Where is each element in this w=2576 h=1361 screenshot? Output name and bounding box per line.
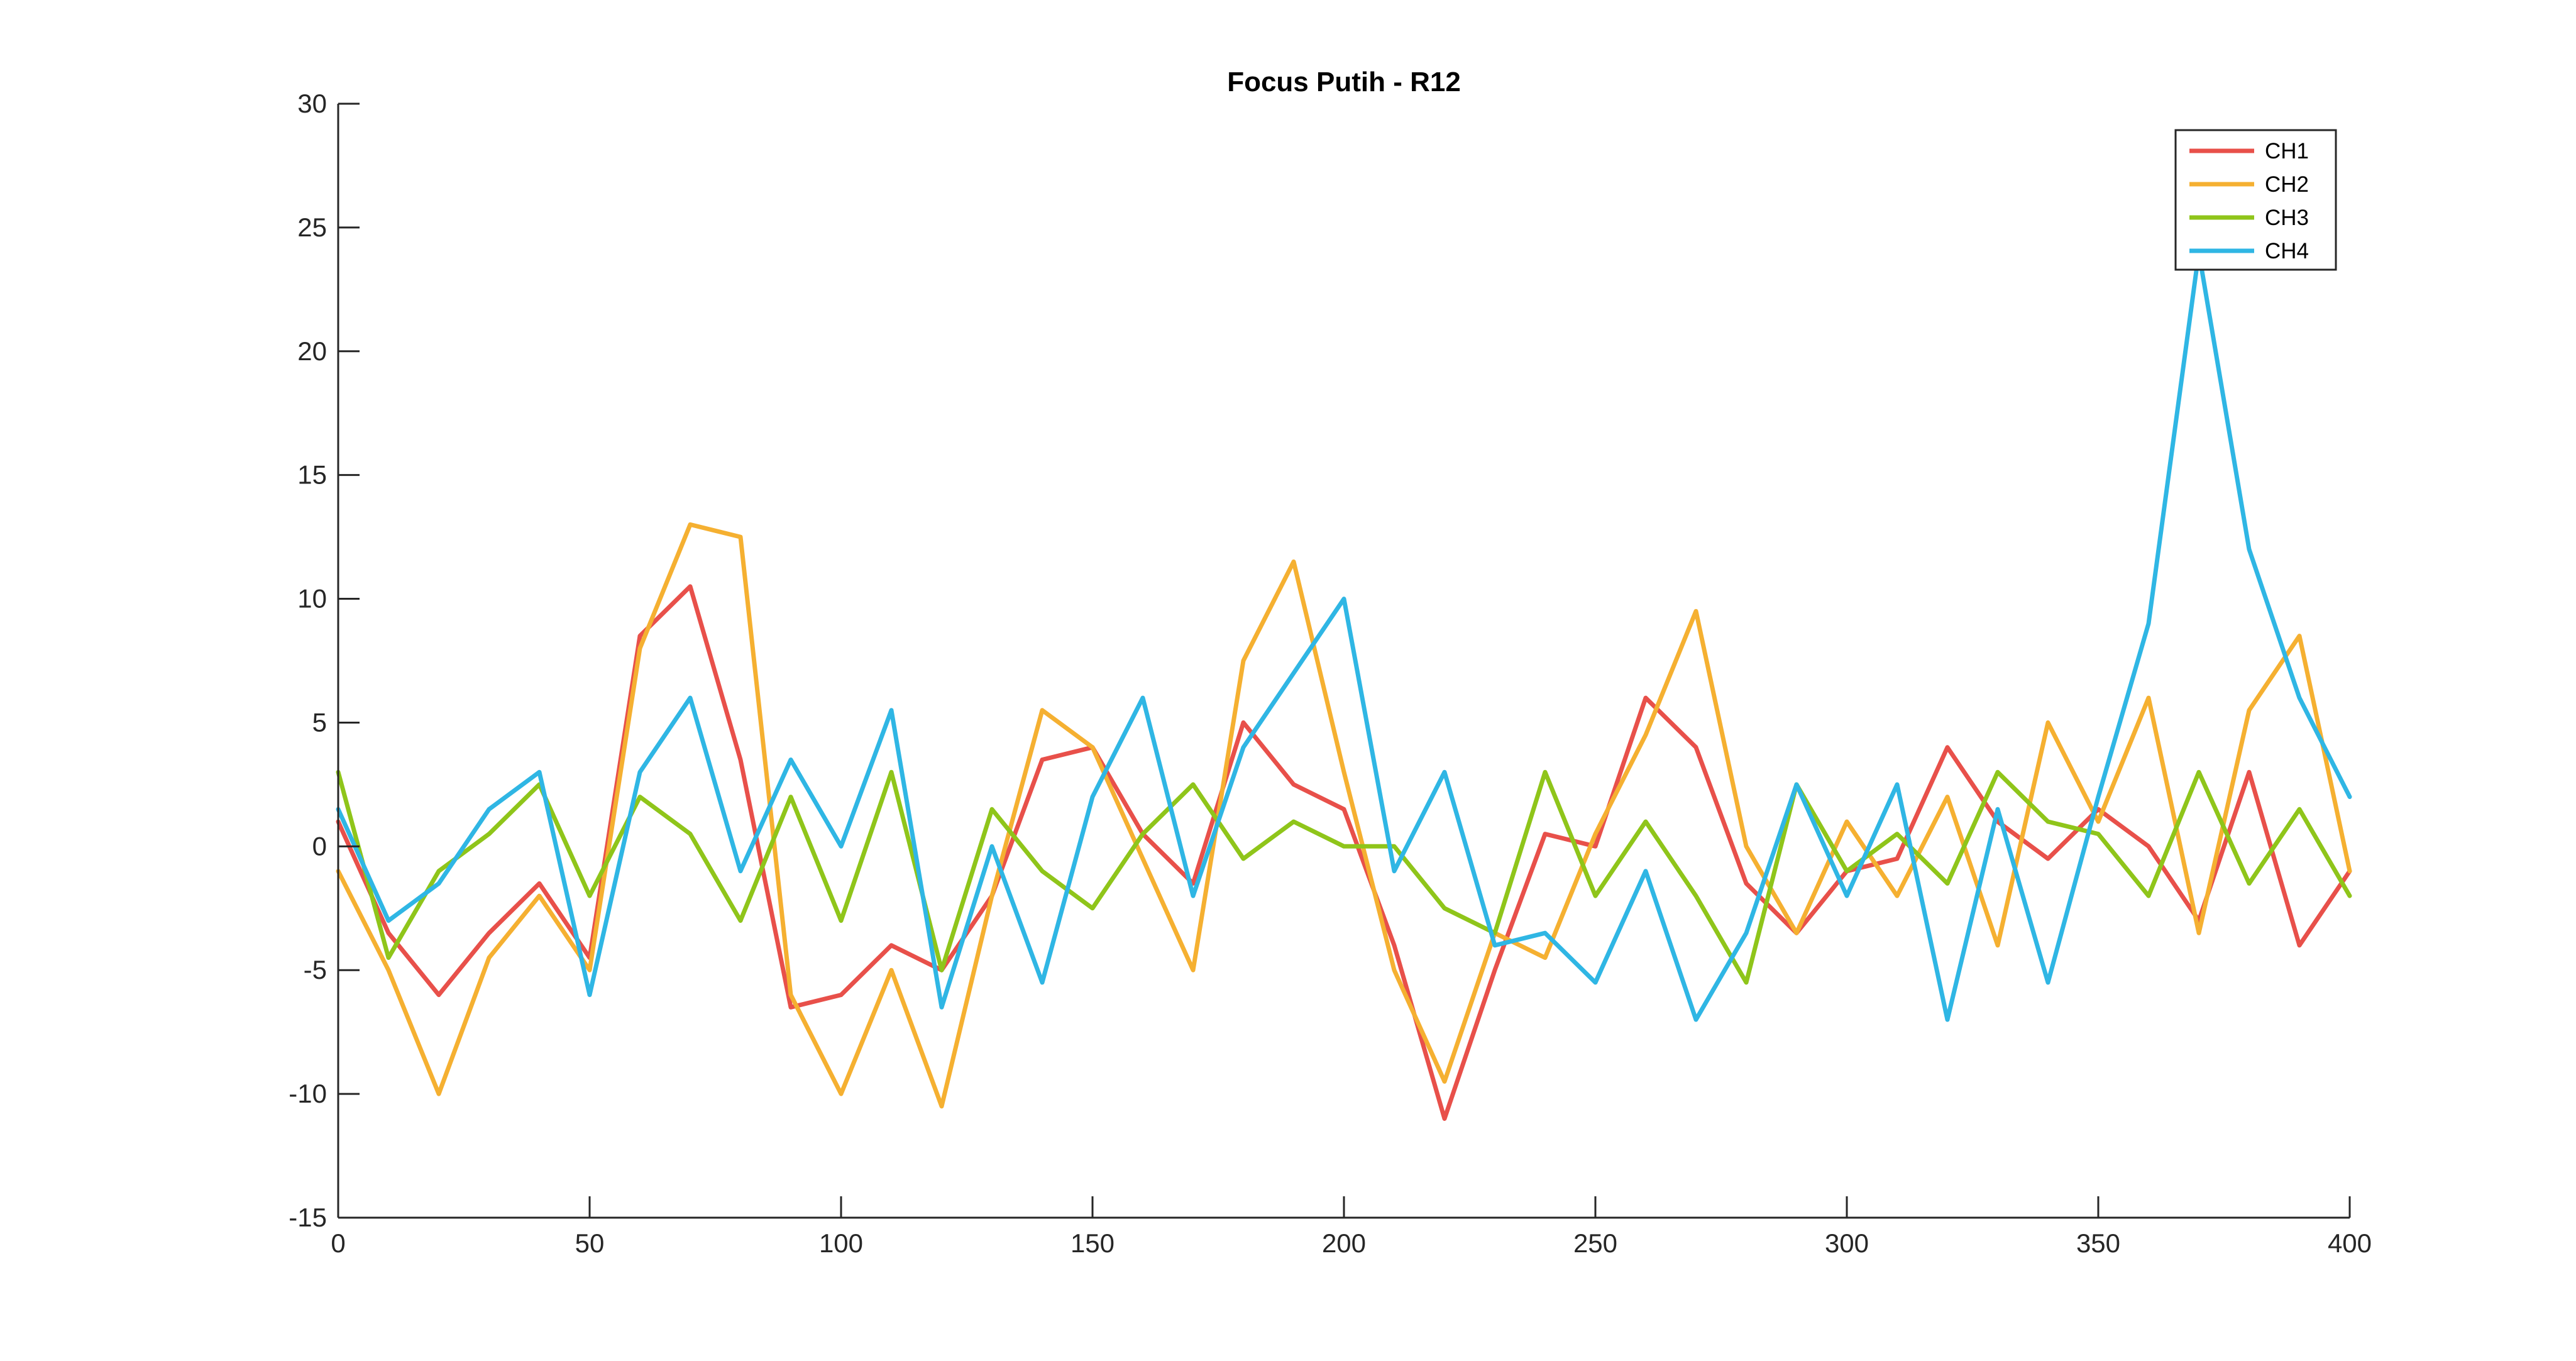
y-tick-label: -10: [289, 1079, 327, 1108]
series-line-ch1: [336, 584, 2352, 1121]
x-tick-label: 400: [2328, 1228, 2372, 1258]
y-tick-label: -15: [289, 1203, 327, 1232]
legend: CH1 CH2 CH3 CH4: [2174, 129, 2337, 271]
x-tick-label: 50: [575, 1228, 605, 1258]
y-tick-label: 15: [297, 460, 327, 490]
x-tick-label: 250: [1573, 1228, 1617, 1258]
x-tick-label: 200: [1322, 1228, 1366, 1258]
legend-label-ch3: CH3: [2265, 206, 2309, 230]
y-tick-label: 10: [297, 584, 327, 614]
series-lines: [336, 250, 2352, 1121]
x-tick-label: 300: [1825, 1228, 1869, 1258]
series-line-ch3: [336, 769, 2352, 985]
y-tick-label: 25: [297, 212, 327, 242]
y-tick-label: 20: [297, 336, 327, 366]
legend-label-ch1: CH1: [2265, 139, 2309, 163]
legend-label-ch4: CH4: [2265, 239, 2309, 263]
y-tick-label: 0: [312, 831, 327, 861]
legend-box: [2174, 129, 2337, 271]
x-tick-label: 100: [819, 1228, 863, 1258]
y-tick-label: 30: [297, 89, 327, 118]
legend-label-ch2: CH2: [2265, 172, 2309, 197]
x-tick-label: 150: [1071, 1228, 1115, 1258]
axes: 0 50 100 150 200 250 300 350 400 -15 -10 -5 0 5 10 15 20…: [289, 89, 2372, 1258]
y-tick-label: 5: [312, 707, 327, 737]
x-tick-label: 350: [2076, 1228, 2120, 1258]
chart-title: Focus Putih - R12: [1227, 67, 1461, 97]
x-tick-label: 0: [331, 1228, 345, 1258]
series-line-ch4: [336, 250, 2352, 1022]
y-tick-label: -5: [304, 955, 327, 984]
